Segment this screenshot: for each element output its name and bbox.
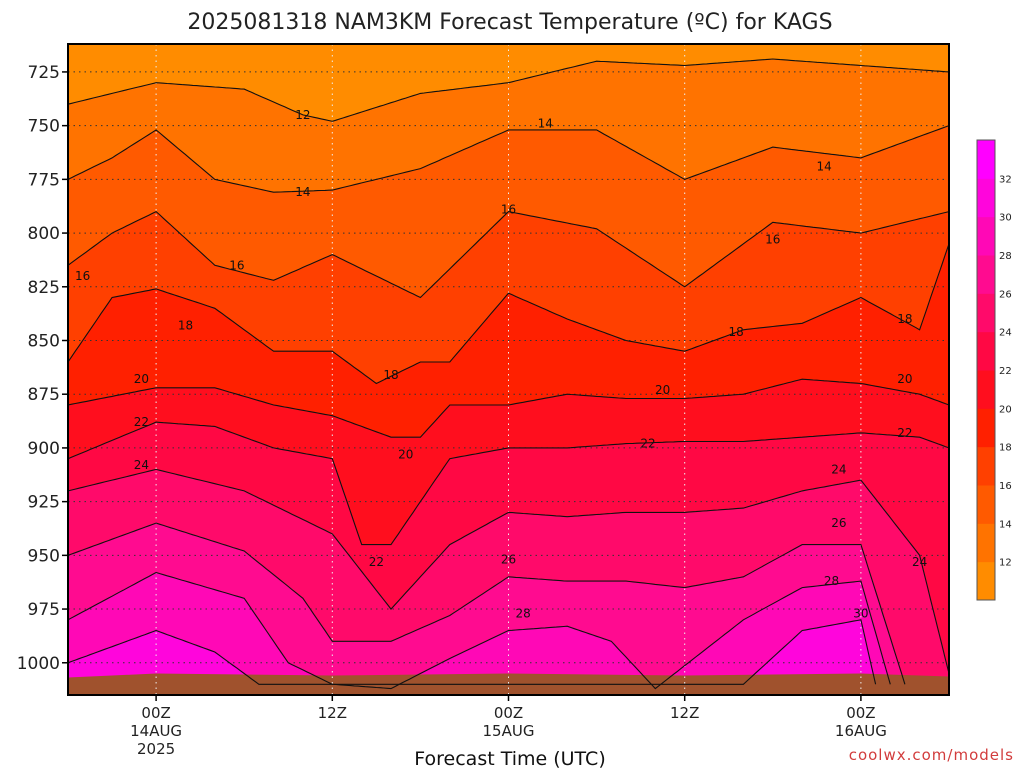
colorbar-segment-22	[977, 331, 995, 371]
colorbar-segment-24	[977, 293, 995, 333]
contour-label-22: 22	[640, 437, 655, 451]
contour-label-16: 16	[501, 202, 516, 216]
isotherm-22	[67, 421, 950, 546]
colorbar-label-18: 18	[999, 443, 1012, 454]
contour-label-20: 20	[655, 383, 670, 397]
y-tick-label-1000: 1000	[17, 654, 60, 674]
x-tick-label: 00Z	[846, 704, 875, 722]
colorbar-segment-14	[977, 485, 995, 524]
contour-label-20: 20	[398, 447, 413, 461]
x-tick-label: 12Z	[318, 704, 347, 722]
chart-title: 2025081318 NAM3KM Forecast Temperature (…	[187, 10, 832, 35]
contour-label-12: 12	[295, 108, 310, 122]
colorbar-label-26: 26	[999, 289, 1012, 300]
y-axis: 725 750 775 800 825 850 875 900 925 950 975 1000	[17, 63, 68, 674]
contour-label-18: 18	[178, 318, 193, 332]
contour-label-16: 16	[229, 258, 244, 272]
colorbar: 12 14 16 18 20 22 24 26 28 30 32	[976, 139, 1012, 601]
colorbar-segment-10	[977, 561, 995, 601]
x-tick-label: 14AUG	[130, 722, 182, 740]
y-tick-label-775: 775	[28, 170, 60, 190]
colorbar-segment-16	[977, 446, 995, 486]
x-tick-label: 12Z	[670, 704, 699, 722]
contour-label-20: 20	[134, 372, 149, 386]
colorbar-label-20: 20	[999, 404, 1012, 415]
colorbar-label-12: 12	[999, 558, 1012, 569]
y-tick-label-850: 850	[28, 331, 60, 351]
colorbar-label-30: 30	[999, 213, 1012, 224]
contour-label-28: 28	[824, 574, 839, 588]
colorbar-label-14: 14	[999, 519, 1012, 530]
colorbar-frame	[976, 139, 996, 601]
contour-label-22: 22	[134, 415, 149, 429]
y-tick-label-925: 925	[28, 493, 60, 513]
contour-label-22: 22	[369, 555, 384, 569]
colorbar-label-32: 32	[999, 174, 1012, 185]
contour-label-18: 18	[728, 325, 743, 339]
contour-label-20: 20	[897, 372, 912, 386]
x-tick-label: 16AUG	[835, 722, 887, 740]
plot-area	[68, 44, 949, 696]
contour-label-22: 22	[897, 426, 912, 440]
contour-label-14: 14	[295, 185, 310, 199]
contour-label-14: 14	[817, 159, 832, 173]
colorbar-segment-20	[977, 370, 995, 409]
grid-lines	[68, 44, 949, 695]
isotherm-30	[67, 619, 877, 685]
contour-label-30: 30	[853, 606, 868, 620]
colorbar-segment-12	[977, 523, 995, 563]
x-axis-label: Forecast Time (UTC)	[414, 748, 605, 768]
contour-label-18: 18	[383, 368, 398, 382]
isotherm-26	[67, 522, 906, 685]
contour-label-16: 16	[765, 233, 780, 247]
y-tick-label-800: 800	[28, 224, 60, 244]
colorbar-segment-18	[977, 408, 995, 448]
y-tick-label-975: 975	[28, 600, 60, 620]
plot-frame	[67, 43, 950, 696]
colorbar-segment-26	[977, 255, 995, 294]
contour-label-28: 28	[516, 606, 531, 620]
y-tick-label-725: 725	[28, 63, 60, 83]
isotherm-contours	[67, 58, 950, 690]
contour-label-26: 26	[831, 516, 846, 530]
y-tick-label-825: 825	[28, 278, 60, 298]
y-tick-label-900: 900	[28, 439, 60, 459]
contour-label-16: 16	[75, 269, 90, 283]
colorbar-segment-30	[977, 178, 995, 218]
contour-label-14: 14	[538, 116, 553, 130]
isotherm-20	[67, 378, 950, 438]
colorbar-label-28: 28	[999, 251, 1012, 262]
isotherm-14	[67, 125, 950, 193]
contour-label-26: 26	[501, 553, 516, 567]
contour-labels: 12 14 14 14 16 16 16 16 18 18 18 18 20 20 20 20 22 22 22 22…	[75, 108, 927, 620]
colorbar-label-24: 24	[999, 328, 1012, 339]
colorbar-label-22: 22	[999, 366, 1012, 377]
colorbar-segment-28	[977, 216, 995, 256]
contour-label-24: 24	[912, 555, 927, 569]
y-tick-label-875: 875	[28, 385, 60, 405]
x-tick-label: 15AUG	[483, 722, 535, 740]
x-tick-label: 00Z	[141, 704, 170, 722]
isotherm-16	[67, 210, 950, 299]
contour-label-18: 18	[897, 312, 912, 326]
colorbar-label-16: 16	[999, 481, 1012, 492]
contour-label-24: 24	[831, 462, 846, 476]
y-tick-label-750: 750	[28, 117, 60, 137]
colorbar-segment-32	[977, 140, 995, 179]
x-tick-label: 2025	[137, 740, 175, 758]
y-tick-label-950: 950	[28, 546, 60, 566]
credit-text: coolwx.com/models	[849, 746, 1014, 764]
x-tick-label: 00Z	[494, 704, 523, 722]
isotherm-12	[67, 58, 950, 122]
isotherm-28	[67, 571, 891, 690]
isotherm-18	[67, 243, 950, 385]
temperature-band-28	[68, 572, 891, 695]
isotherm-24	[67, 468, 950, 674]
contour-label-24: 24	[134, 458, 149, 472]
